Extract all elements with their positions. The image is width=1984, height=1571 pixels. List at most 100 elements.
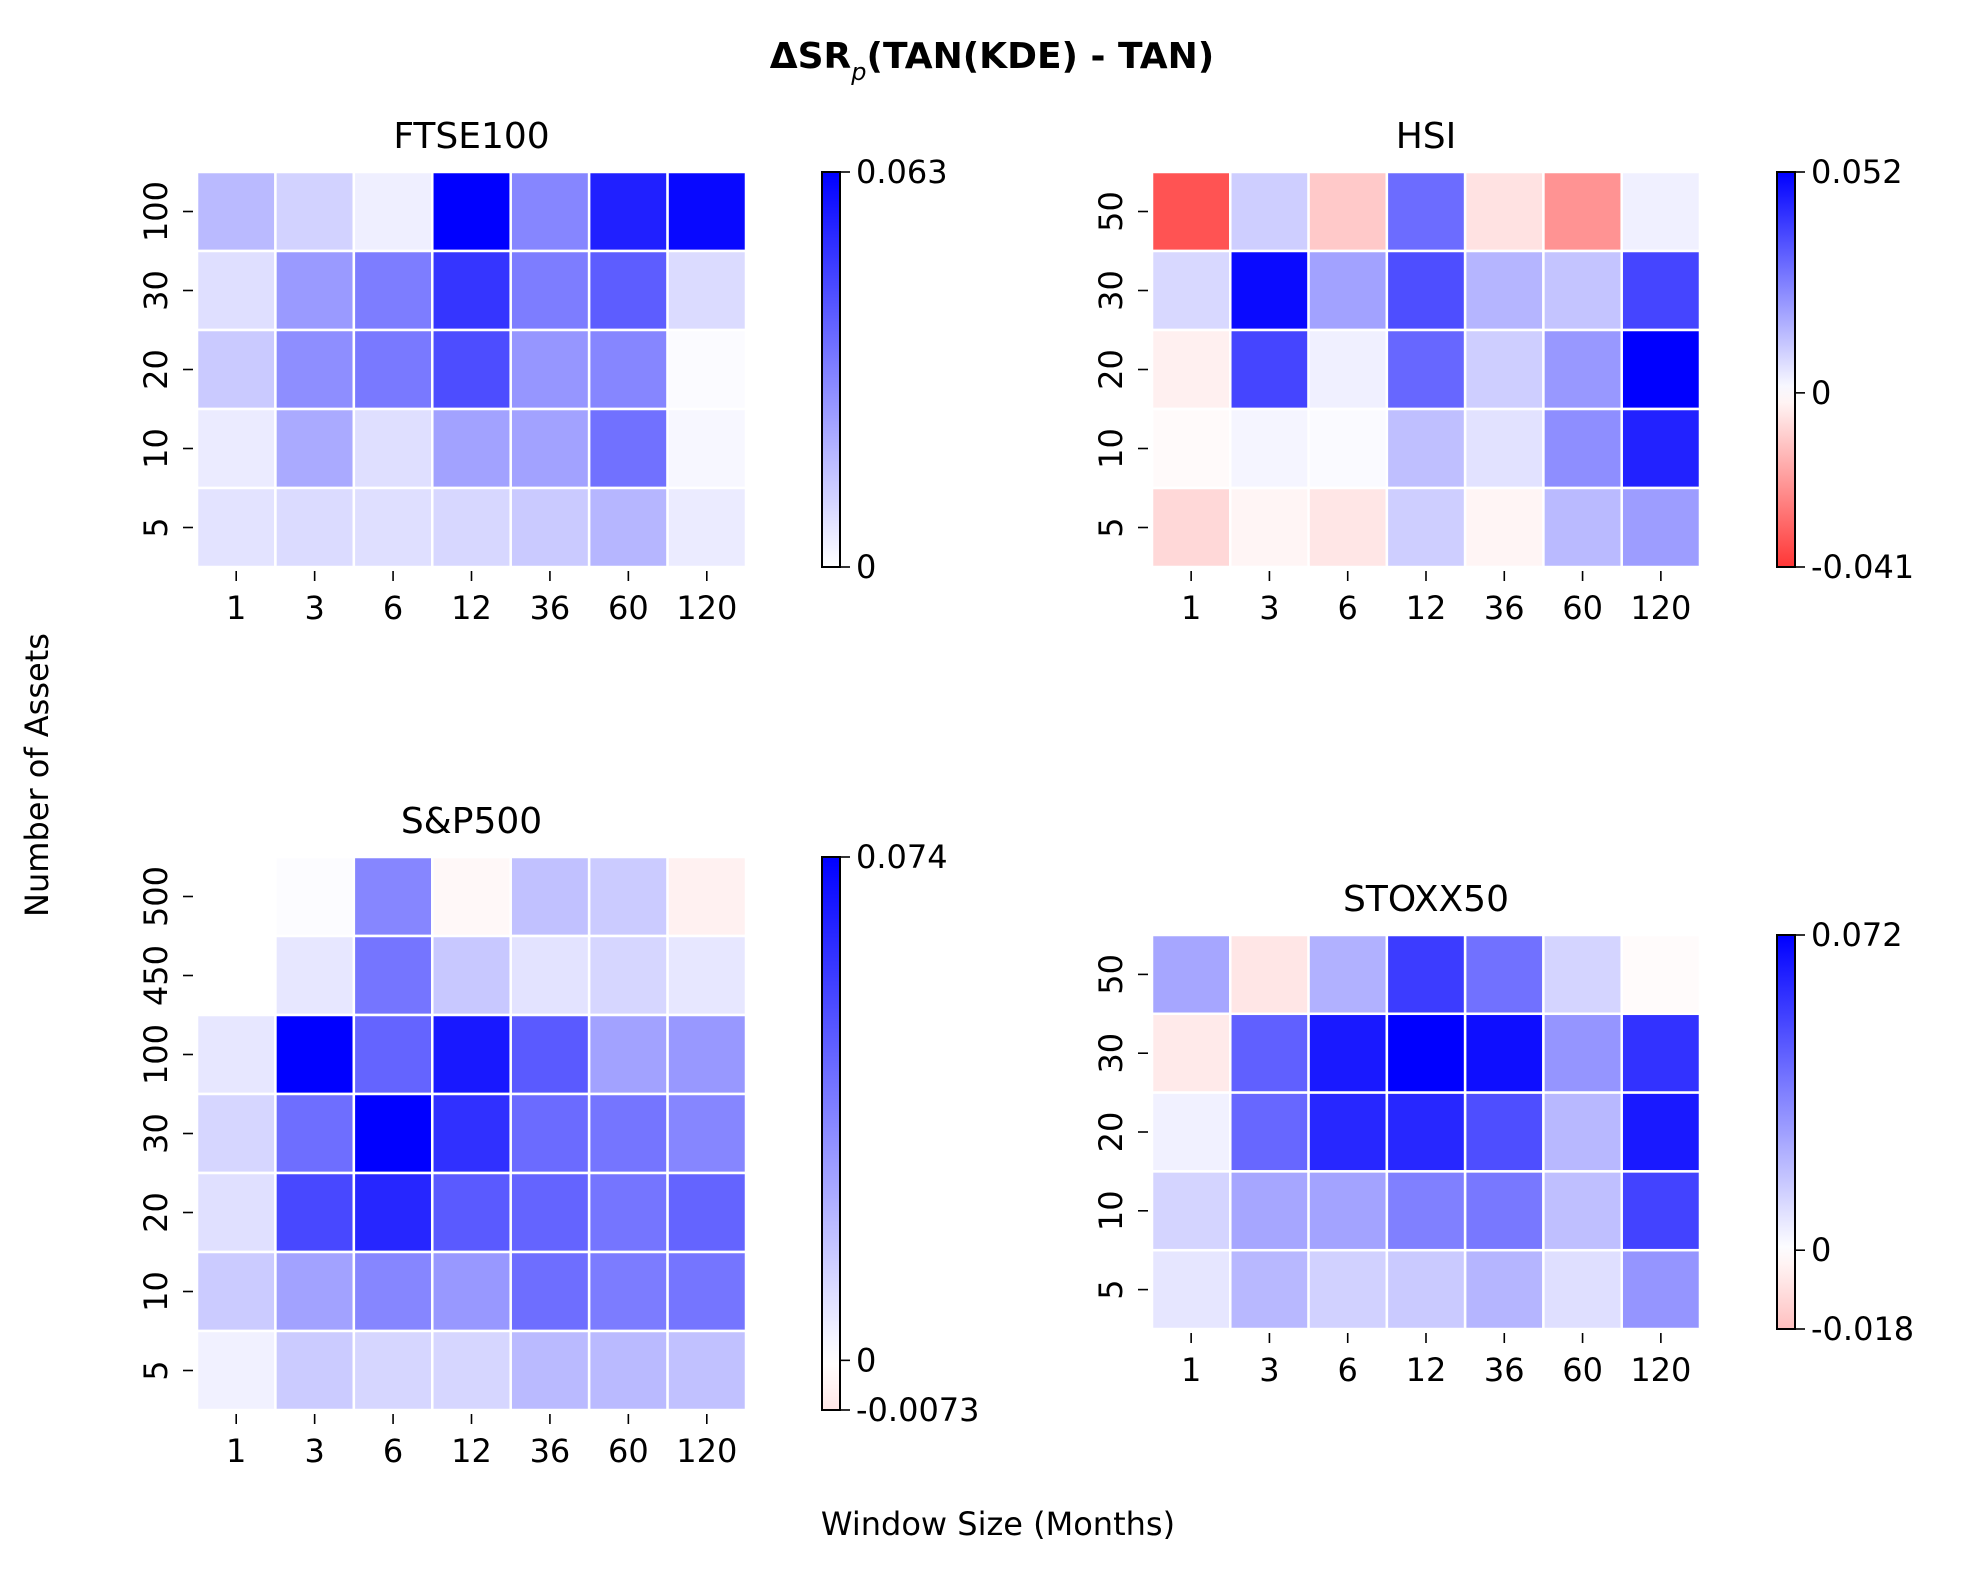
- hsi-x-tick-label: 12: [1406, 589, 1447, 627]
- hsi-colorbar-tick-label: 0.052: [1811, 153, 1903, 191]
- hsi-y-tick-label: 30: [1092, 270, 1130, 311]
- hsi-cell: [1542, 486, 1623, 569]
- stoxx50-cell: [1620, 933, 1702, 1016]
- sp500-cell: [587, 1329, 669, 1412]
- stoxx50-cell: [1463, 933, 1545, 1016]
- stoxx50-cell: [1150, 933, 1232, 1016]
- stoxx50-cell: [1385, 1012, 1467, 1094]
- sp500-cell: [666, 855, 748, 938]
- ftse100-cell: [274, 170, 356, 253]
- stoxx50-colorbar-tick-label: 0.072: [1811, 916, 1903, 954]
- hsi-x-tick-label: 60: [1562, 589, 1603, 627]
- ftse100-cell: [509, 328, 591, 411]
- sp500-y-tick-label: 5: [137, 1360, 175, 1380]
- hsi-colorbar-tick-label: -0.041: [1811, 548, 1914, 586]
- hsi-cell: [1542, 407, 1623, 490]
- figure-title-subscript: p: [850, 58, 866, 86]
- stoxx50-cell: [1542, 1091, 1623, 1173]
- stoxx50-cell: [1385, 1248, 1467, 1331]
- stoxx50-y-tick-label: 5: [1092, 1279, 1130, 1299]
- ftse100-cell: [195, 486, 277, 569]
- hsi-x-tick-label: 1: [1181, 589, 1201, 627]
- stoxx50-cell: [1229, 1012, 1310, 1094]
- ftse100-y-tick-label: 5: [137, 517, 175, 537]
- stoxx50-cell: [1150, 1091, 1232, 1173]
- ftse100-cell: [509, 249, 591, 332]
- hsi-cell: [1307, 486, 1389, 569]
- sp500-cell: [509, 1092, 591, 1175]
- ftse100-x-tick-label: 6: [383, 589, 403, 627]
- ftse100-cell: [509, 407, 591, 490]
- hsi-cell: [1385, 170, 1467, 253]
- sp500-cell: [509, 855, 591, 938]
- sp500-cell: [666, 1092, 748, 1175]
- sp500-cell: [587, 1171, 669, 1254]
- sp500-cell: [274, 934, 356, 1017]
- hsi-cell: [1150, 249, 1232, 332]
- sp500-cell: [587, 934, 669, 1017]
- sp500-colorbar-tick-label: 0.074: [856, 838, 948, 876]
- hsi-cell: [1307, 328, 1389, 411]
- ftse100-cell: [587, 407, 669, 490]
- hsi-y-tick-label: 50: [1092, 191, 1130, 232]
- sp500-colorbar-tick-label: 0: [856, 1341, 876, 1379]
- sp500-x-tick-label: 1: [226, 1432, 246, 1470]
- sp500-cell: [431, 1329, 512, 1412]
- stoxx50-cell: [1307, 933, 1389, 1016]
- ftse100-cell: [666, 328, 748, 411]
- hsi-cell: [1542, 328, 1623, 411]
- ftse100-cell: [666, 249, 748, 332]
- ftse100-title: FTSE100: [393, 116, 549, 157]
- hsi-cell: [1150, 407, 1232, 490]
- sp500-x-tick-label: 120: [676, 1432, 737, 1470]
- sp500-cell: [587, 855, 669, 938]
- hsi-cell: [1385, 249, 1467, 332]
- ftse100-y-tick-label: 30: [137, 270, 175, 311]
- sp500-cell: [431, 1092, 512, 1175]
- stoxx50-x-tick-label: 3: [1259, 1351, 1279, 1389]
- stoxx50-x-tick-label: 60: [1562, 1351, 1603, 1389]
- sp500-cell: [509, 1250, 591, 1333]
- hsi-colorbar-tick-label: 0: [1811, 374, 1831, 412]
- sp500-colorbar-tick-label: -0.0073: [856, 1391, 980, 1429]
- hsi-cell: [1150, 170, 1232, 253]
- ftse100-x-tick-label: 3: [304, 589, 324, 627]
- ftse100-cell: [431, 328, 512, 411]
- stoxx50-y-tick-label: 10: [1092, 1190, 1130, 1231]
- stoxx50-cell: [1620, 1091, 1702, 1173]
- stoxx50-cell: [1229, 1091, 1310, 1173]
- stoxx50-cell: [1307, 1170, 1389, 1252]
- ftse100-cell: [587, 486, 669, 569]
- ftse100-cell: [274, 407, 356, 490]
- sp500-cell: [274, 1013, 356, 1096]
- ftse100-colorbar-tick-label: 0: [856, 548, 876, 586]
- sp500-cell: [587, 1013, 669, 1096]
- ftse100-cell: [352, 249, 434, 332]
- ftse100-cell: [666, 486, 748, 569]
- figure-title-main: ΔSR: [770, 36, 852, 77]
- stoxx50-cell: [1229, 1170, 1310, 1252]
- stoxx50-cell: [1307, 1248, 1389, 1331]
- ftse100-cell: [431, 249, 512, 332]
- hsi-cell: [1620, 249, 1702, 332]
- stoxx50-colorbar-tick-label: -0.018: [1811, 1310, 1914, 1348]
- stoxx50-cell: [1385, 1170, 1467, 1252]
- sp500-cell: [666, 1250, 748, 1333]
- sp500-cell: [352, 1329, 434, 1412]
- stoxx50-x-tick-label: 12: [1406, 1351, 1447, 1389]
- sp500-cell: [195, 1250, 277, 1333]
- hsi-cell: [1385, 486, 1467, 569]
- ftse100-cell: [666, 407, 748, 490]
- hsi-cell: [1463, 170, 1545, 253]
- sp500-x-tick-label: 3: [304, 1432, 324, 1470]
- figure-title-rest: (TAN(KDE) - TAN): [867, 36, 1215, 77]
- hsi-y-tick-label: 20: [1092, 349, 1130, 390]
- sp500-cell: [352, 934, 434, 1017]
- ftse100-y-tick-label: 100: [137, 181, 175, 242]
- ftse100-x-tick-label: 12: [451, 589, 492, 627]
- hsi-x-tick-label: 6: [1338, 589, 1358, 627]
- hsi-cell: [1307, 249, 1389, 332]
